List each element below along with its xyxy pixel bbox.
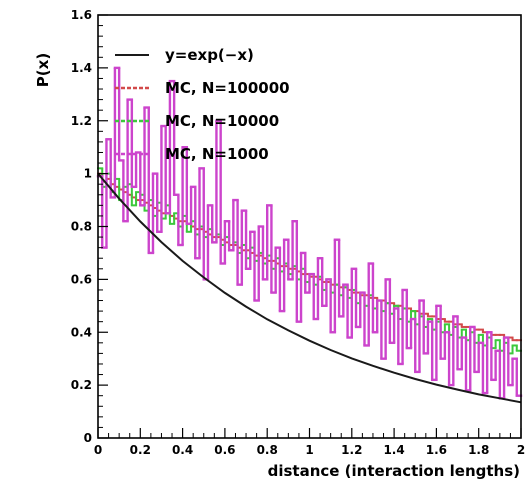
x-tick-label: 1.2 (341, 443, 362, 457)
y-tick-label: 1.6 (71, 8, 92, 22)
y-axis-title: P(x) (34, 53, 52, 87)
y-tick-label: 1.2 (71, 114, 92, 128)
legend: y=exp(−x) MC, N=100000 MC, N=10000 MC, N=10… (115, 46, 290, 163)
x-tick-label: 0 (94, 443, 102, 457)
y-tick-label: 0.2 (71, 378, 92, 392)
y-tick-label: 0.4 (71, 325, 92, 339)
x-tick-label: 0.8 (257, 443, 278, 457)
y-tick-label: 0 (84, 431, 92, 445)
x-tick-label: 1.8 (468, 443, 489, 457)
legend-label: MC, N=10000 (165, 112, 279, 130)
exp-curve (97, 172, 522, 404)
x-tick-label: 2 (517, 443, 525, 457)
legend-label: MC, N=100000 (165, 79, 290, 97)
y-tick-label: 1.4 (71, 61, 92, 75)
x-tick-label: 1.4 (383, 443, 404, 457)
x-tick-label: 1 (305, 443, 313, 457)
y-tick-label: 0.8 (71, 220, 92, 234)
y-tick-label: 1 (84, 167, 92, 181)
x-tick-label: 0.2 (130, 443, 151, 457)
legend-label: MC, N=1000 (165, 145, 269, 163)
x-tick-label: 1.6 (426, 443, 447, 457)
ticks-layer: 0 0.2 0.4 0.6 0.8 1 1.2 1.4 1.6 1.8 2 0 0.2 0.4 0.6 0.8… (71, 8, 525, 457)
x-tick-label: 0.4 (172, 443, 193, 457)
x-tick-label: 0.6 (214, 443, 235, 457)
x-axis-title: distance (interaction lengths) (268, 462, 520, 480)
legend-label: y=exp(−x) (165, 46, 254, 64)
series-layer (96, 66, 523, 404)
histogram-3 (96, 66, 523, 400)
y-tick-label: 0.6 (71, 272, 92, 286)
